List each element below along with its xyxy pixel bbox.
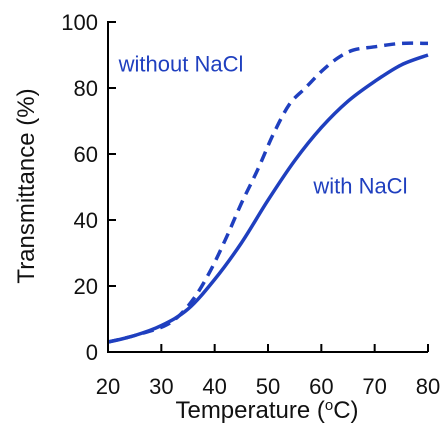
series-annotation: without NaCl [118, 52, 244, 77]
x-tick-label: 20 [96, 374, 120, 399]
x-tick-label: 30 [149, 374, 173, 399]
y-axis-ticks: 0 20 40 60 80 100 [61, 10, 116, 365]
y-tick-label: 40 [74, 208, 98, 233]
x-tick-label: 70 [362, 374, 386, 399]
y-tick-label: 100 [61, 10, 98, 35]
y-tick-label: 80 [74, 76, 98, 101]
series-layer [107, 41, 429, 344]
y-tick-label: 20 [74, 274, 98, 299]
axes [107, 21, 428, 353]
y-axis-label: Transmittance (%) [13, 88, 40, 283]
x-tick-label: 60 [309, 374, 333, 399]
annotation-layer: without NaCl with NaCl [118, 52, 408, 199]
x-axis-label: Temperature (oC) [175, 397, 358, 425]
x-tick-label: 80 [416, 374, 440, 399]
y-tick-label: 60 [74, 142, 98, 167]
y-tick-label: 0 [86, 340, 98, 365]
x-tick-label: 40 [202, 374, 226, 399]
series-annotation: with NaCl [312, 174, 407, 199]
x-tick-label: 50 [256, 374, 280, 399]
series-line-with-nacl [107, 53, 429, 344]
